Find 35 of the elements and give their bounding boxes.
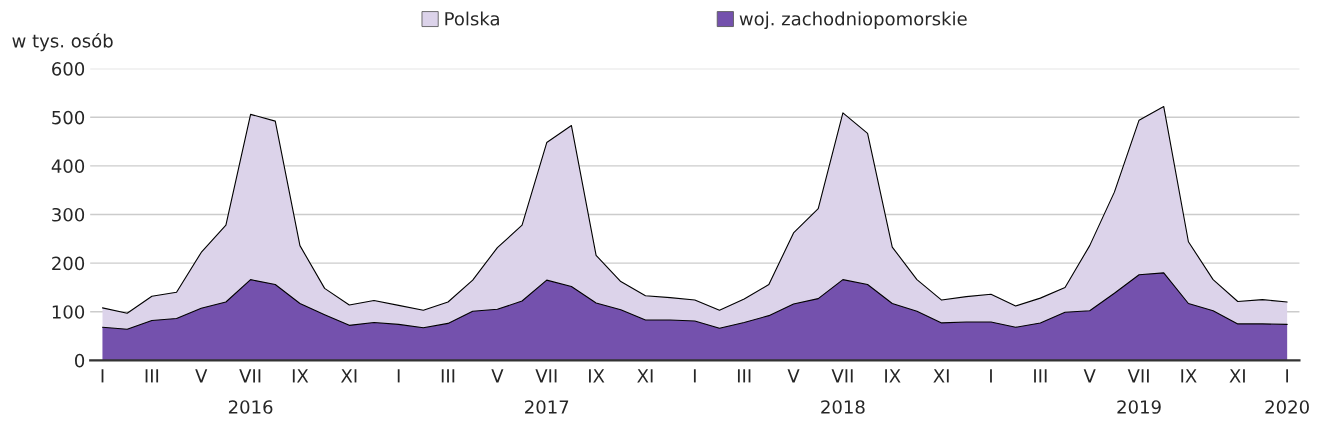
x-tick-label: III — [1034, 369, 1047, 383]
x-tick-label: I — [693, 369, 696, 383]
y-tick-label: 200 — [52, 256, 85, 271]
x-tick-label: VII 2019 — [1117, 369, 1161, 414]
x-tick-label: XI — [637, 369, 653, 383]
y-axis-title: w tys. osób — [12, 32, 113, 52]
x-tick-label: III — [737, 369, 751, 383]
x-tick-label: XI — [1229, 369, 1245, 383]
x-tick-label: I 2020 — [1265, 369, 1309, 414]
x-tick-label: IX — [885, 369, 901, 383]
legend-label: woj. zachodniopomorskie — [739, 11, 967, 30]
x-tick-label: XI — [933, 369, 949, 383]
x-tick-label: III — [441, 369, 455, 383]
y-tick-label: 100 — [52, 305, 85, 319]
x-tick-label: I — [397, 369, 400, 383]
y-tick-label: 300 — [52, 207, 85, 222]
legend-label: Polska — [445, 11, 499, 26]
x-tick-label: XI — [341, 369, 357, 383]
x-tick-label: V — [787, 369, 800, 383]
x-tick-label: IX — [589, 369, 605, 383]
y-tick-label: 500 — [52, 110, 85, 125]
x-tick-label: V — [195, 369, 208, 383]
x-tick-label: V — [491, 369, 504, 383]
x-tick-label: III — [145, 369, 159, 383]
x-tick-label: IX — [292, 369, 309, 383]
y-tick-label: 0 — [75, 353, 85, 368]
x-tick-label: VII 2017 — [525, 369, 569, 414]
y-tick-label: 400 — [51, 159, 85, 173]
y-tick-label: 600 — [52, 62, 85, 76]
x-tick-label: VII 2018 — [821, 369, 865, 414]
x-tick-label: VII 2016 — [228, 369, 273, 414]
x-tick-label: I — [990, 369, 992, 383]
x-tick-label: V — [1083, 369, 1096, 383]
x-tick-label: I — [101, 369, 104, 383]
x-tick-label: IX — [1181, 369, 1197, 383]
